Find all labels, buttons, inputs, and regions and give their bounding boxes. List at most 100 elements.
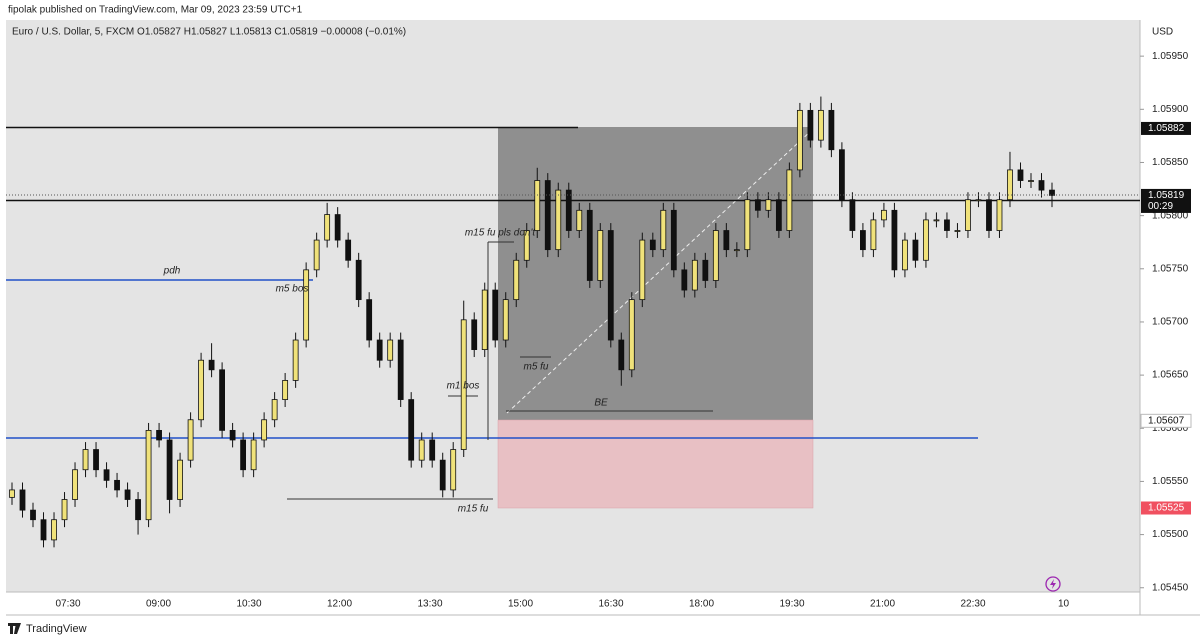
candle-body (996, 199, 1003, 231)
y-tick-label: 1.05700 (1152, 317, 1189, 328)
candle-body (250, 439, 257, 471)
price-tag-label: 1.05819 (1148, 190, 1185, 201)
candle-body (555, 189, 562, 251)
candle-body (954, 230, 961, 232)
x-tick-label: 12:00 (327, 599, 352, 610)
candle-body (807, 109, 814, 141)
candle-body (881, 209, 887, 221)
candle-body (208, 359, 215, 371)
candle-body (817, 109, 824, 141)
candle-body (523, 230, 530, 261)
x-tick-label: 21:00 (870, 599, 895, 610)
candle-body (744, 199, 751, 251)
candle-body (72, 469, 78, 500)
candle-body (240, 439, 247, 471)
candle-body (271, 399, 278, 421)
candle-body (796, 109, 803, 171)
candle-body (639, 239, 646, 301)
candle-body (9, 489, 15, 498)
candle-body (51, 519, 57, 541)
candle-body (82, 449, 89, 471)
candle-body (838, 149, 845, 201)
y-tick-label: 1.05450 (1152, 582, 1189, 593)
candle-body (754, 199, 761, 211)
candle-body (282, 380, 289, 400)
candle-body (198, 359, 204, 421)
candle-body (124, 489, 131, 500)
candle-body (775, 199, 782, 231)
candle-body (986, 199, 992, 231)
annotation: m5 fu (523, 362, 548, 373)
candle-body (313, 239, 320, 271)
x-tick-label: 15:00 (508, 599, 533, 610)
publisher-header: fipolak published on TradingView.com, Ma… (8, 5, 303, 16)
candle-body (376, 339, 383, 361)
y-tick-label: 1.05900 (1152, 104, 1189, 115)
candle-body (19, 489, 26, 511)
x-tick-label: 09:00 (146, 599, 171, 610)
candle-body (334, 214, 341, 241)
candle-body (660, 209, 667, 251)
y-tick-label: 1.05850 (1152, 157, 1189, 168)
candle-body (1028, 180, 1034, 182)
candle-body (607, 230, 614, 341)
candle-body (366, 299, 373, 341)
candle-body (502, 299, 509, 341)
y-tick-label: 1.05600 (1152, 423, 1189, 434)
y-tick-label: 1.05950 (1152, 51, 1189, 62)
candle-body (492, 289, 499, 341)
candle-body (565, 189, 572, 231)
price-tag (1141, 121, 1191, 135)
candle-body (303, 269, 310, 341)
annotation: BE (594, 398, 608, 409)
price-tag (1141, 501, 1191, 515)
candle-body (828, 109, 835, 151)
candle-body (975, 199, 982, 202)
candle-body (849, 199, 856, 231)
annotation: m15 fu pls don't (465, 228, 537, 239)
x-tick-label: 07:30 (55, 599, 80, 610)
candle-body (923, 219, 929, 261)
candle-body (586, 209, 593, 281)
x-tick-label: 22:30 (960, 599, 985, 610)
candle-body (1007, 169, 1013, 201)
y-tick-label: 1.05500 (1152, 529, 1189, 540)
candle-body (723, 230, 730, 251)
candle-body (187, 419, 194, 461)
candle-body (93, 449, 99, 471)
profit-zone (498, 127, 813, 420)
candle-body (135, 499, 141, 521)
candle-body (439, 459, 446, 491)
candle-body (156, 429, 162, 441)
alert-icon[interactable] (1045, 576, 1061, 592)
y-tick-label: 1.05550 (1152, 476, 1189, 487)
price-tag-countdown: 00:29 (1148, 201, 1173, 212)
alert-icon-bolt (1050, 579, 1056, 589)
y-tick-label: 1.05650 (1152, 370, 1189, 381)
candles (9, 96, 1055, 548)
trade-diagonal (506, 129, 813, 414)
candle-body (860, 230, 866, 251)
annotation: pdh (163, 266, 181, 277)
candle-body (345, 239, 352, 261)
candle-body (418, 439, 425, 461)
candle-body (397, 339, 404, 400)
candle-body (765, 199, 772, 211)
candle-body (30, 509, 36, 521)
candle-body (324, 214, 331, 241)
candle-body (544, 180, 551, 251)
symbol-legend: Euro / U.S. Dollar, 5, FXCM O1.05827 H1.… (12, 27, 406, 38)
candle-body (891, 209, 898, 271)
x-tick-label: 18:00 (689, 599, 714, 610)
annotation: m15 fu (458, 504, 489, 515)
y-tick-label: 1.05750 (1152, 263, 1189, 274)
candle-body (618, 339, 625, 371)
candle-body (114, 479, 120, 491)
candle-body (712, 230, 719, 281)
candle-body (649, 239, 656, 251)
candle-body (628, 299, 635, 371)
candle-body (103, 469, 110, 481)
tradingview-logo (8, 623, 21, 634)
candle-body (61, 499, 68, 521)
candle-body (702, 259, 709, 281)
